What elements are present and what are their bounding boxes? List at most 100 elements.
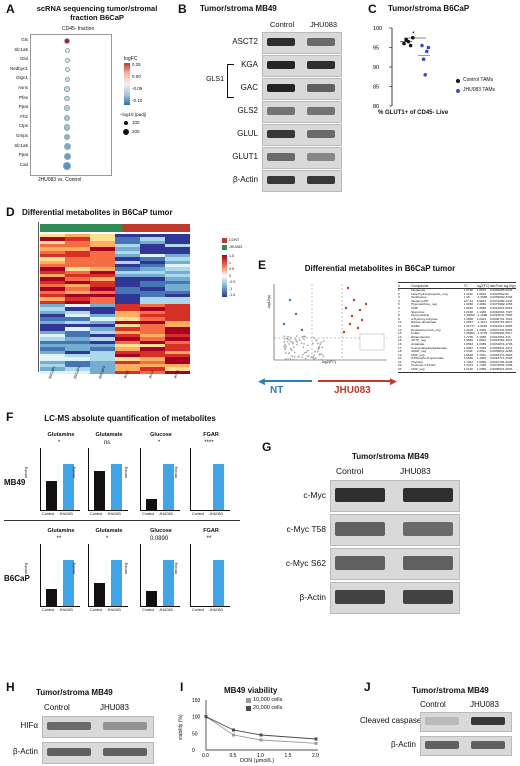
panel-e-table-cell: Glutamyl-PP (411, 299, 429, 303)
panel-d-letter: D (6, 205, 15, 219)
panel-d-heatmap-cell (115, 257, 140, 261)
panel-i-ytick: 0 (192, 748, 195, 754)
panel-i-legend-swatch-2 (246, 706, 251, 711)
panel-d-heatmap-cell (40, 367, 65, 371)
panel-e-nt-arrowhead: ◀ (258, 376, 265, 386)
panel-e-table-row: 11 GABA 0.31777 -1.6618 0.002161 1.6596 (398, 325, 516, 329)
panel-e-table-cell: 0.000934 (489, 346, 503, 350)
panel-e-table-cell: 3.7939 (476, 346, 487, 350)
panel-f-xtick-jhu: JHU083 (209, 512, 223, 516)
panel-e-table-cell: 0.003070 (489, 317, 503, 321)
panel-f-bar (213, 463, 224, 510)
panel-e-table-cell: Xanthosine (411, 296, 427, 300)
panel-f-yaxis (88, 448, 89, 510)
panel-b-blot-row (262, 55, 342, 77)
panel-e-table-cell: -1.3965 (476, 296, 488, 300)
panel-d-legend-2: JHU083 (229, 245, 242, 249)
panel-e-table-cell: 15 (398, 339, 402, 343)
panel-e-table-cell: 0.00000862 (489, 289, 503, 292)
panel-d-heatmap-cell (140, 277, 165, 281)
panel-d-heatmap-cell (90, 304, 115, 308)
panel-c-xlabel: % GLUT1+ of CD45- Live (378, 110, 449, 116)
panel-d-heatmap-cell (165, 297, 190, 301)
panel-e-table-cell: UDP_neg (411, 368, 425, 372)
panel-d-heatmap-cell (65, 307, 90, 311)
panel-e-point-up (342, 330, 346, 334)
panel-e-point-ns (319, 343, 322, 346)
panel-e-yaxis: -log10(p) (267, 294, 272, 310)
panel-d-heatmap-cell (40, 257, 65, 261)
panel-a-title-2: fraction B6CaP (70, 13, 124, 22)
panel-b-title: Tumor/stroma MB49 (200, 4, 277, 13)
panel-c-point-jhu (423, 73, 427, 77)
panel-f-xtick-jhu: JHU083 (59, 512, 73, 516)
panel-g-title: Tumor/stroma MB49 (352, 452, 429, 461)
panel-d-heatmap-cell (90, 240, 115, 245)
panel-a-colorbar-tick: -0.05 (132, 86, 143, 91)
panel-e-table-cell: 1.1396 (502, 364, 513, 368)
panel-d-group-bar (40, 224, 190, 232)
panel-e-table-cell: 21 (398, 360, 402, 364)
panel-b-blot-row (262, 170, 342, 192)
panel-e-table-row: 2 beta-Hydroxybutyrate_neg 2.1132 1.0502 0.0… (398, 293, 516, 297)
panel-d-heatmap-cell (115, 360, 140, 365)
panel-e-table-cell: 11 (398, 324, 402, 328)
panel-e-table-cell: 0.0005995 (489, 332, 503, 336)
panel-c-point-control (402, 41, 406, 46)
panel-e-table-cell: 0.3216 (463, 328, 474, 332)
panel-c-point-jhu (421, 57, 426, 61)
panel-d-scale-tick: 0.5 (229, 267, 234, 271)
panel-b-blot-row (262, 101, 342, 123)
panel-d-heatmap-cell (90, 237, 115, 241)
panel-e-table-cell: Deoxyuridine (411, 314, 430, 318)
panel-e-table-cell: 0.3568 (476, 306, 487, 310)
panel-i-point (314, 741, 318, 745)
panel-e-table-cell: 0.002161 (489, 324, 503, 328)
panel-d-heatmap-cell (165, 317, 190, 321)
panel-b-row-label: GLS2 (237, 106, 258, 115)
panel-e-point-ns (287, 338, 289, 341)
panel-e-point-ns (318, 345, 321, 348)
panel-e-point-ns (285, 358, 287, 360)
panel-f-xaxis (140, 606, 180, 607)
panel-d-heatmap-cell (90, 284, 115, 288)
panel-d-heatmap-cell (40, 287, 65, 291)
panel-d-heatmap-cell (165, 337, 190, 341)
panel-f-bar (163, 463, 174, 510)
panel-a-dot (63, 133, 71, 141)
panel-e-point-ns (313, 354, 315, 357)
panel-f-ylabel: nmol/g (72, 562, 76, 574)
panel-e-point-ns (318, 347, 321, 350)
panel-h-band (47, 721, 91, 731)
panel-e-table-cell: CMP (411, 306, 418, 310)
panel-d-heatmap-cell (140, 337, 165, 341)
panel-e-table-row: 7 Spermine 2.2168 1.1486 0.001069 1.7327 (398, 311, 516, 315)
panel-d-heatmap-cell (40, 247, 65, 251)
panel-e-table-cell: 0.0074503 (489, 364, 503, 368)
panel-d-heatmap-cell (165, 334, 190, 338)
panel-d-heatmap-cell (40, 364, 65, 368)
panel-g-band (403, 590, 453, 604)
panel-e-point-ns (293, 351, 296, 354)
panel-d-scale-tick: 0 (229, 273, 231, 278)
panel-a-colorbar-tick: 0.25 (132, 62, 141, 67)
panel-d-scale-tick: -1.5 (229, 293, 236, 297)
panel-e-point-ns (318, 359, 321, 361)
panel-a-gene-label: Fh2 (20, 113, 28, 119)
panel-a-gene-label: Glul (19, 56, 28, 62)
panel-e-point-ns (307, 355, 310, 357)
panel-j-band (471, 741, 505, 749)
panel-a-dot (64, 38, 70, 44)
panel-i-ytick: 50 (192, 731, 198, 737)
panel-a-letter: A (6, 2, 15, 16)
panel-d-heatmap-cell (115, 317, 140, 321)
panel-c-legend-dot-1 (456, 79, 460, 83)
panel-e-table-row: 12 Deglutamyl-CoA_neg 0.3216 1.2039 0.003733… (398, 329, 516, 333)
panel-d-heatmap-cell (65, 254, 90, 258)
panel-d-heatmap-cell (165, 277, 190, 281)
panel-d-heatmap-cell (140, 290, 165, 295)
panel-d-heatmap-cell (65, 264, 90, 268)
panel-e-table-cell: 5 (398, 303, 400, 307)
panel-e-point-ns (283, 359, 285, 361)
